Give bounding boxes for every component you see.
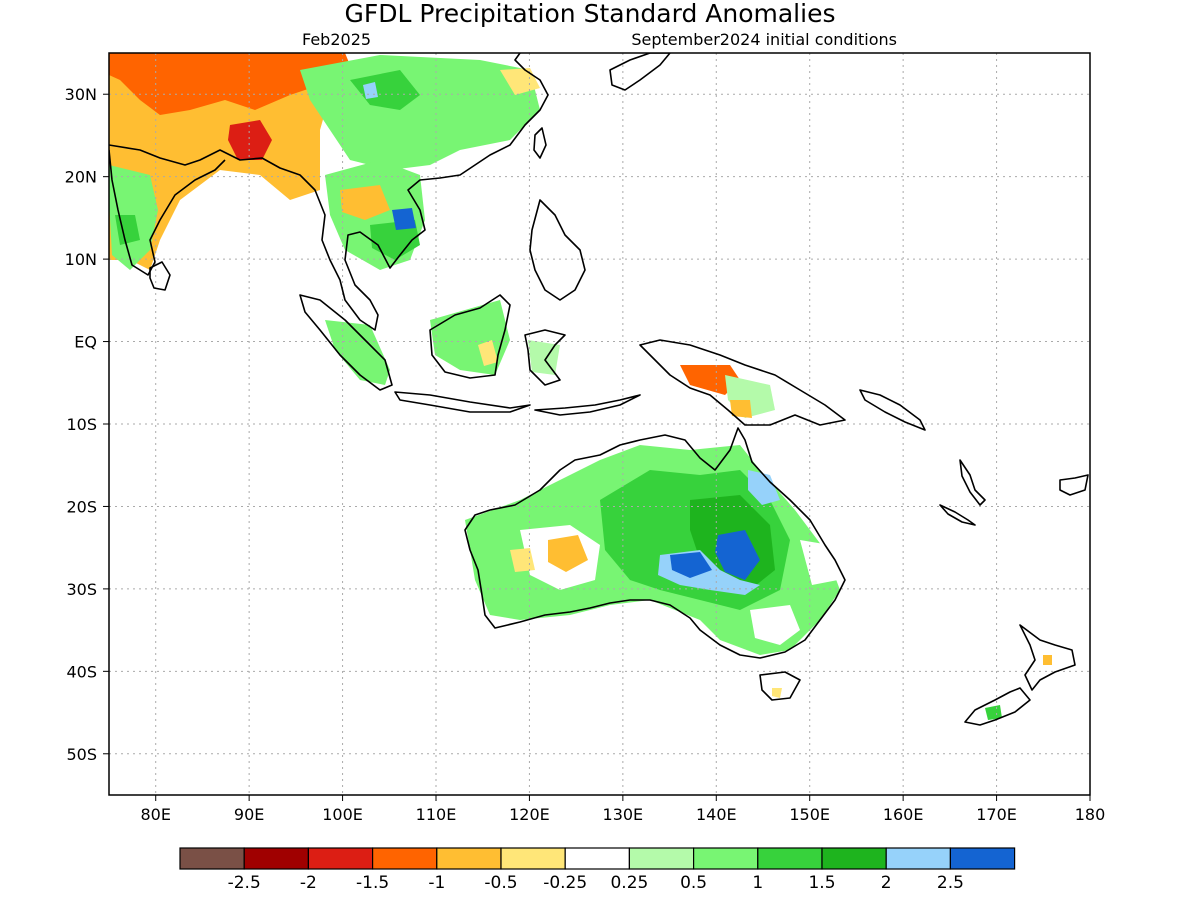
legend-swatch xyxy=(500,847,566,870)
wet-region-tasmania xyxy=(772,688,782,698)
legend-label: 2 xyxy=(881,873,892,893)
legend-swatch xyxy=(179,847,245,870)
x-tick-label: 130E xyxy=(603,805,644,824)
legend-swatch xyxy=(821,847,887,870)
map-grid xyxy=(109,53,1090,795)
coast-australia xyxy=(464,427,846,659)
extreme-wet-australia xyxy=(670,552,712,578)
legend-swatch xyxy=(628,847,695,870)
y-tick-label: 30N xyxy=(65,85,97,104)
dry-spot-west-australia xyxy=(548,535,588,572)
color-legend: -2.5 -2 -1.5 -1 -0.5 -0.25 0.25 0.5 1 1.5 2 2.5 xyxy=(179,847,1016,893)
wet-region-new-zealand xyxy=(985,705,1002,720)
x-tick-label: 120E xyxy=(509,805,550,824)
coast-india-west xyxy=(109,149,226,276)
coast-tasmania xyxy=(759,671,801,701)
dry-region-tibet xyxy=(109,53,350,115)
y-tick-label: 10S xyxy=(66,415,97,434)
legend-label: 1 xyxy=(752,873,763,893)
y-tick-label: 30S xyxy=(66,580,97,599)
very-wet-laos xyxy=(392,208,416,230)
x-tick-label: 110E xyxy=(416,805,457,824)
map-title: GFDL Precipitation Standard Anomalies xyxy=(345,0,836,28)
y-tick-label: 40S xyxy=(66,662,97,681)
coast-japan xyxy=(609,53,671,91)
anomaly-shading xyxy=(109,53,1052,720)
legend-label: 1.5 xyxy=(808,873,835,893)
y-tick-label: 20S xyxy=(66,497,97,516)
legend-swatch xyxy=(243,847,309,870)
wet-region-china-core xyxy=(350,70,420,110)
dry-spot-east-china xyxy=(500,68,540,95)
x-tick-label: 90E xyxy=(234,805,264,824)
dry-region-new-guinea xyxy=(680,365,740,395)
legend-label: -1 xyxy=(428,873,445,893)
coast-new-zealand-north xyxy=(1019,624,1076,691)
legend-label: 0.5 xyxy=(680,873,707,893)
neutral-se-australia xyxy=(750,605,800,645)
x-tick-label: 170E xyxy=(976,805,1017,824)
coast-borneo xyxy=(429,294,511,379)
dry-spot-borneo xyxy=(478,340,498,366)
legend-label: 2.5 xyxy=(937,873,964,893)
x-tick-label: 150E xyxy=(789,805,830,824)
y-tick-label: 50S xyxy=(66,745,97,764)
valid-month: Feb2025 xyxy=(302,30,371,49)
x-tick-label: 180 xyxy=(1075,805,1106,824)
legend-swatch xyxy=(757,847,823,870)
extreme-wet-australia-2 xyxy=(715,530,760,580)
wet-region-cambodia xyxy=(370,220,420,260)
legend-label: 0.25 xyxy=(610,873,648,893)
legend-label: -2 xyxy=(300,873,317,893)
wet-region-sumatra xyxy=(325,320,390,385)
legend-swatch xyxy=(436,847,502,870)
x-tick-label: 160E xyxy=(883,805,924,824)
dry-region-thailand xyxy=(340,185,390,220)
legend-swatch xyxy=(949,847,1016,870)
coast-taiwan xyxy=(533,127,547,159)
coast-lesser-sunda xyxy=(534,394,641,416)
coast-new-guinea xyxy=(639,339,846,426)
coast-asia xyxy=(109,53,549,331)
x-axis: 80E 90E 100E 110E 120E 130E 140E 150E 160E 170E 18… xyxy=(140,795,1105,824)
legend-label: -0.25 xyxy=(543,873,587,893)
x-tick-label: 100E xyxy=(322,805,363,824)
very-wet-china xyxy=(363,82,378,99)
coast-philippines xyxy=(529,199,586,301)
dry-spot-west-australia-2 xyxy=(510,548,535,572)
coast-sri-lanka xyxy=(149,261,171,291)
very-wet-queensland xyxy=(748,470,780,505)
plot-area xyxy=(109,53,1090,795)
x-tick-label: 140E xyxy=(696,805,737,824)
legend-label: -2.5 xyxy=(228,873,261,893)
dry-spot-new-zealand xyxy=(1043,655,1052,665)
very-dry-bangladesh xyxy=(228,120,272,160)
coast-java xyxy=(394,391,531,413)
coast-new-zealand-south xyxy=(964,687,1031,726)
coast-sumatra xyxy=(299,294,393,391)
y-tick-label: 10N xyxy=(65,250,97,269)
legend-swatch xyxy=(692,847,759,870)
coastlines xyxy=(109,53,1089,726)
legend-swatch xyxy=(885,847,952,870)
legend-swatch xyxy=(307,847,374,870)
legend-label: -1.5 xyxy=(356,873,389,893)
coast-vanuatu-fiji xyxy=(959,459,1089,506)
coast-solomon xyxy=(859,389,926,431)
dry-spot-png xyxy=(730,400,752,418)
coast-sulawesi xyxy=(524,329,566,386)
y-axis: 30N 20N 10N EQ 10S 20S 30S 40S 50S xyxy=(65,85,109,764)
coast-new-caledonia xyxy=(939,504,976,526)
legend-swatch xyxy=(372,847,438,870)
y-tick-label: EQ xyxy=(74,333,97,352)
x-tick-label: 80E xyxy=(140,805,170,824)
y-tick-label: 20N xyxy=(65,168,97,187)
legend-label: -0.5 xyxy=(484,873,517,893)
init-conditions: September2024 initial conditions xyxy=(631,30,897,49)
legend-swatch xyxy=(564,847,631,870)
